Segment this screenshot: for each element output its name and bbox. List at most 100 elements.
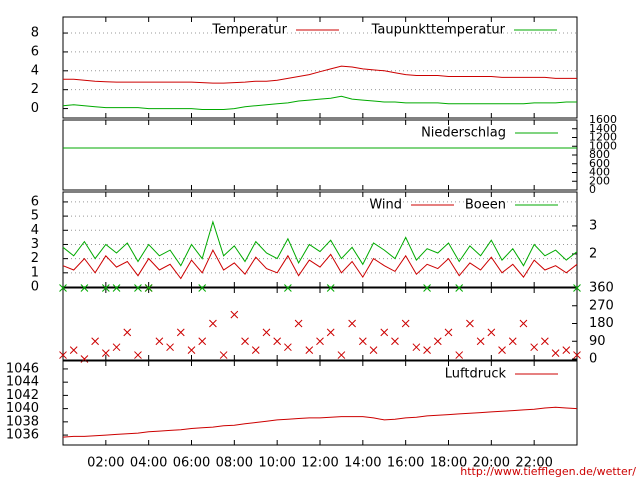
direction-point [91, 337, 99, 346]
series-line [62, 406, 578, 438]
direction-point [284, 284, 292, 292]
direction-point [316, 337, 324, 346]
direction-point [251, 346, 260, 354]
direction-point [326, 328, 335, 337]
direction-point [423, 284, 431, 292]
direction-point [230, 310, 239, 319]
x-tick-label: 22:00 [515, 456, 552, 471]
legend-label: Niederschlag [421, 126, 506, 141]
y-tick-label: 90 [589, 334, 606, 349]
y-tick-label: 1 [31, 265, 39, 280]
y-tick-label: 400 [589, 166, 610, 179]
y-tick-label: 0 [589, 183, 596, 196]
y-tick-label: 1042 [6, 388, 39, 403]
direction-point [112, 284, 121, 292]
y-tick-label: 1038 [6, 414, 39, 429]
footer-url: http://www.tiefflegen.de/wetter/ [460, 465, 636, 478]
y2-tick-label: 3 [589, 218, 597, 233]
direction-point [391, 337, 399, 346]
direction-point [155, 337, 164, 346]
direction-point [551, 349, 560, 357]
x-tick-label: 20:00 [473, 456, 510, 471]
direction-point [219, 351, 228, 359]
y-tick-label: 1600 [589, 113, 617, 126]
direction-point [112, 343, 121, 352]
legend-label: Boeen [465, 198, 506, 213]
series-line [62, 220, 578, 267]
x-tick-label: 06:00 [173, 456, 210, 471]
y-tick-label: 1040 [6, 401, 39, 416]
x-tick-label: 04:00 [130, 456, 167, 471]
y-tick-label: 0 [31, 280, 39, 295]
y-tick-label: 6 [31, 44, 39, 59]
y-tick-label: 1046 [6, 361, 39, 376]
y-tick-label: 800 [589, 148, 610, 161]
y-tick-label: 8 [31, 26, 39, 41]
series-line [62, 95, 577, 110]
y-tick-label: 1400 [589, 122, 617, 135]
y-tick-label: 1036 [6, 428, 39, 443]
series-line [62, 248, 578, 280]
direction-point [508, 337, 517, 346]
x-tick-label: 16:00 [387, 456, 424, 471]
direction-point [144, 284, 153, 292]
direction-point [273, 337, 282, 346]
direction-point [198, 284, 207, 292]
direction-point [134, 284, 142, 292]
legend-label: Temperatur [211, 23, 287, 38]
direction-point [294, 319, 303, 328]
direction-point [123, 328, 132, 337]
y-tick-label: 1200 [589, 131, 617, 144]
direction-point [166, 343, 174, 352]
direction-point [444, 328, 453, 337]
y-tick-label: 1000 [589, 139, 617, 152]
direction-point [455, 284, 464, 292]
y-tick-label: 0 [31, 101, 39, 116]
direction-point [59, 284, 67, 292]
x-tick-label: 14:00 [344, 456, 381, 471]
y-tick-label: 4 [31, 63, 39, 78]
direction-point [176, 328, 185, 337]
direction-point [305, 346, 314, 354]
direction-point [358, 337, 367, 346]
direction-point [487, 328, 496, 337]
direction-point [241, 337, 249, 346]
legend-label: Luftdruck [445, 367, 507, 382]
direction-point [262, 328, 271, 337]
x-tick-label: 02:00 [87, 456, 124, 471]
direction-point [573, 284, 581, 292]
direction-point [209, 319, 217, 328]
y-tick-label: 180 [589, 316, 614, 331]
direction-point [562, 346, 571, 354]
direction-point [198, 337, 207, 346]
direction-point [326, 284, 335, 292]
series-line [63, 65, 577, 84]
direction-point [466, 319, 474, 328]
direction-point [519, 319, 528, 328]
direction-point [412, 343, 421, 352]
x-tick-label: 18:00 [430, 456, 467, 471]
direction-point [423, 346, 431, 354]
y-tick-label: 4 [31, 223, 39, 238]
y-tick-label: 5 [31, 209, 39, 224]
direction-point [369, 346, 378, 354]
y-tick-label: 6 [31, 194, 39, 209]
direction-point [80, 284, 89, 292]
x-tick-label: 08:00 [216, 456, 253, 471]
y2-tick-label: 2 [589, 246, 597, 261]
direction-point [187, 346, 196, 354]
y-tick-label: 0 [589, 352, 597, 367]
y-tick-label: 360 [589, 281, 614, 296]
x-tick-label: 10:00 [258, 456, 295, 471]
direction-point [455, 351, 464, 359]
direction-point [134, 351, 142, 359]
direction-point [530, 343, 539, 352]
direction-point [541, 337, 549, 346]
direction-point [433, 337, 442, 346]
y-tick-label: 3 [31, 237, 39, 252]
direction-point [101, 284, 110, 292]
y-tick-label: 200 [589, 174, 610, 187]
panel-frame [62, 287, 578, 361]
y-tick-label: 1044 [6, 375, 39, 390]
